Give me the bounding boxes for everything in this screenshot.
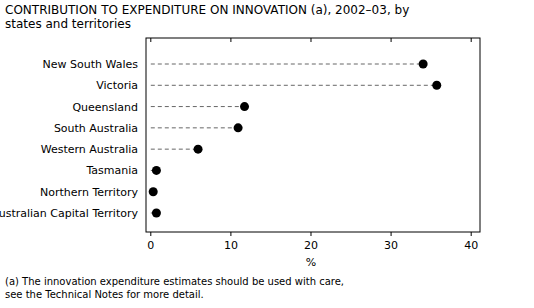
x-tick xyxy=(310,232,311,236)
dot xyxy=(419,60,428,69)
marks xyxy=(149,60,442,218)
x-tick-label: 10 xyxy=(224,239,238,252)
category-label: Western Australia xyxy=(41,143,138,156)
leader-line xyxy=(151,85,437,86)
footnote: see the Technical Notes for more detail. xyxy=(5,289,204,300)
category-label: Australian Capital Territory xyxy=(0,207,138,220)
x-tick xyxy=(391,232,392,236)
dot xyxy=(194,145,203,154)
leader-line xyxy=(151,64,423,65)
x-tick xyxy=(230,232,231,236)
x-tick-label: 40 xyxy=(464,239,478,252)
dot xyxy=(432,81,441,90)
x-tick-top xyxy=(310,38,311,42)
dot xyxy=(152,209,161,218)
category-label: Queensland xyxy=(72,101,138,114)
title-line: CONTRIBUTION TO EXPENDITURE ON INNOVATIO… xyxy=(5,3,409,17)
x-tick-label: 30 xyxy=(384,239,398,252)
category-label: Victoria xyxy=(96,79,138,92)
x-tick xyxy=(150,232,151,236)
footnote: (a) The innovation expenditure estimates… xyxy=(5,276,344,287)
dot xyxy=(152,166,161,175)
title-line: states and territories xyxy=(5,17,131,31)
category-label: Northern Territory xyxy=(40,186,138,199)
x-tick-label: 20 xyxy=(304,239,318,252)
x-tick-label: 0 xyxy=(147,239,154,252)
category-label: Tasmania xyxy=(85,164,138,177)
x-tick-top xyxy=(230,38,231,42)
category-label: South Australia xyxy=(54,122,138,135)
chart: CONTRIBUTION TO EXPENDITURE ON INNOVATIO… xyxy=(0,0,534,308)
leader-line xyxy=(151,149,198,150)
x-tick-top xyxy=(391,38,392,42)
plot-frame xyxy=(146,38,480,232)
x-tick xyxy=(471,232,472,236)
category-label: New South Wales xyxy=(43,58,139,71)
dot xyxy=(149,187,158,196)
leader-line xyxy=(151,106,245,107)
leader-line xyxy=(151,127,238,128)
dot xyxy=(240,102,249,111)
title: CONTRIBUTION TO EXPENDITURE ON INNOVATIO… xyxy=(5,3,409,31)
x-axis-label: % xyxy=(306,256,316,269)
x-tick-top xyxy=(150,38,151,42)
dot xyxy=(234,123,243,132)
x-tick-top xyxy=(471,38,472,42)
